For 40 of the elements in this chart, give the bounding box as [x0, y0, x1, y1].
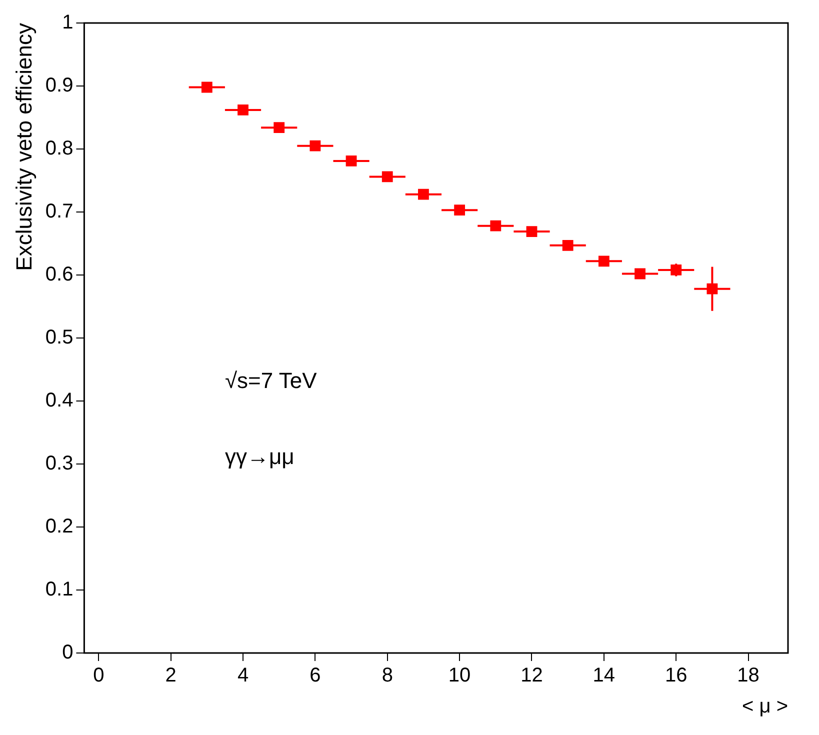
x-tick-label: 8	[382, 664, 393, 687]
y-tick-label: 1	[62, 12, 74, 34]
y-tick-label: 0.8	[45, 138, 74, 160]
x-axis-title: < μ >	[742, 696, 788, 718]
y-tick-label: 0.2	[45, 516, 74, 538]
point	[670, 264, 682, 276]
x-tick-label: 4	[237, 664, 249, 687]
point	[346, 156, 357, 166]
x-tick-label: 14	[592, 664, 616, 687]
y-tick-label: 0	[62, 642, 74, 664]
y-tick-label: 0.7	[45, 200, 74, 223]
point	[526, 226, 538, 237]
annotation: γγ→μμ	[224, 444, 294, 469]
point	[454, 204, 466, 216]
point	[201, 82, 212, 93]
point	[562, 240, 574, 251]
point	[706, 283, 718, 294]
x-tick-label: 10	[448, 664, 471, 687]
y-tick-label: 0.4	[45, 390, 74, 412]
x-tick-label: 18	[737, 664, 760, 687]
y-axis-title: Exclusivity veto efficiency	[11, 23, 36, 271]
annotation: √s=7 TeV	[224, 368, 318, 394]
point	[634, 268, 646, 280]
point	[418, 188, 429, 200]
point	[490, 220, 502, 232]
x-tick-label: 12	[520, 664, 543, 687]
y-tick-label: 0.1	[45, 578, 74, 601]
point	[310, 140, 321, 152]
x-tick-label: 6	[310, 664, 321, 687]
point	[598, 256, 610, 267]
y-tick-label: 0.6	[45, 264, 74, 286]
point	[274, 122, 285, 134]
y-tick-label: 0.9	[45, 74, 74, 97]
point	[382, 171, 393, 182]
x-tick-label: 0	[93, 664, 104, 687]
x-tick-label: 16	[664, 664, 688, 687]
y-tick-label: 0.5	[45, 326, 74, 349]
x-tick-label: 2	[165, 664, 176, 687]
y-tick-label: 0.3	[45, 452, 74, 475]
point	[238, 104, 248, 116]
